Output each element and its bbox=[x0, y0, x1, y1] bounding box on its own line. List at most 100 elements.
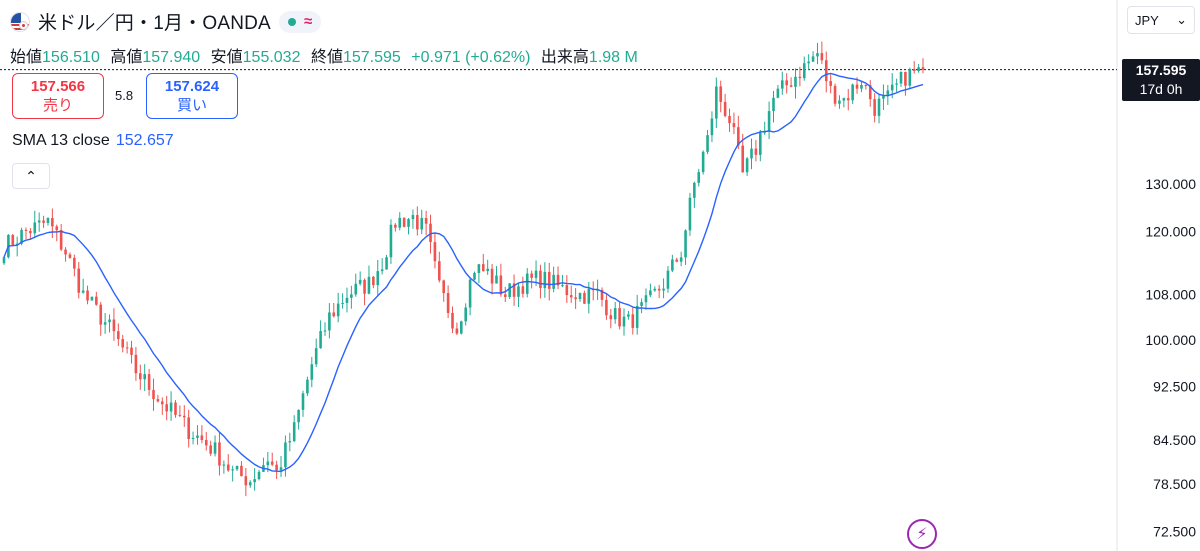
candle-body bbox=[596, 289, 599, 291]
candle-body bbox=[917, 67, 920, 72]
candle-body bbox=[552, 274, 555, 289]
candle-body bbox=[468, 279, 472, 308]
sma-line bbox=[3, 72, 924, 473]
candle-body bbox=[864, 85, 868, 87]
candle-body bbox=[600, 289, 604, 300]
currency-selector[interactable]: JPY ⌄ bbox=[1127, 6, 1195, 34]
candle-body bbox=[284, 442, 287, 468]
candle-body bbox=[473, 273, 476, 280]
candle-body bbox=[508, 283, 511, 297]
candle-body bbox=[543, 271, 547, 289]
ohlc-legend: 始値156.510 高値157.940 安値155.032 終値157.595 … bbox=[10, 43, 644, 67]
candle-body bbox=[464, 307, 467, 322]
candle-body bbox=[693, 182, 696, 198]
candle-body bbox=[741, 145, 745, 173]
close-value: 157.595 bbox=[342, 49, 401, 66]
symbol-header: 米ドル／円・1月・OANDA ≈ bbox=[10, 8, 322, 35]
candle-body bbox=[358, 279, 362, 284]
candle-body bbox=[868, 85, 872, 100]
candle-body bbox=[772, 97, 775, 112]
candle-body bbox=[270, 461, 274, 465]
candle-body bbox=[108, 319, 111, 323]
candle-body bbox=[130, 347, 133, 355]
candle-body bbox=[561, 285, 564, 287]
candle-body bbox=[90, 296, 94, 301]
candle-body bbox=[719, 86, 723, 102]
green-dot-icon bbox=[287, 17, 296, 26]
candle-body bbox=[350, 294, 353, 298]
close-label: 終値 bbox=[310, 49, 343, 66]
candle-body bbox=[117, 331, 120, 340]
collapse-legend-button[interactable]: ⌃ bbox=[12, 163, 50, 189]
candle-body bbox=[503, 294, 507, 297]
lightning-icon[interactable]: ⚡ bbox=[907, 519, 937, 549]
candle-body bbox=[416, 215, 419, 230]
candle-body bbox=[605, 299, 608, 316]
currency-value: JPY bbox=[1135, 12, 1159, 28]
candle-body bbox=[429, 223, 432, 243]
candle-body bbox=[257, 471, 261, 480]
candle-body bbox=[754, 148, 758, 155]
candle-body bbox=[323, 330, 327, 332]
candle-body bbox=[24, 229, 28, 231]
candle-body bbox=[204, 440, 208, 446]
candle-body bbox=[899, 71, 903, 84]
price-tick-5: 84.500 bbox=[1153, 432, 1196, 448]
candle-body bbox=[671, 259, 674, 271]
candle-body bbox=[319, 330, 322, 349]
candle-body bbox=[780, 80, 784, 89]
candle-body bbox=[389, 224, 393, 258]
chevron-up-icon: ⌃ bbox=[25, 167, 37, 184]
buy-button[interactable]: 157.624 買い bbox=[146, 73, 238, 119]
candle-body bbox=[433, 242, 437, 262]
symbol-title[interactable]: 米ドル／円・1月・OANDA bbox=[38, 13, 271, 34]
price-tick-4: 92.500 bbox=[1153, 378, 1196, 394]
candle-body bbox=[662, 288, 665, 291]
candle-body bbox=[77, 268, 81, 293]
candle-body bbox=[631, 314, 635, 328]
candle-body bbox=[51, 218, 54, 227]
candle-body bbox=[178, 414, 182, 416]
high-value: 157.940 bbox=[142, 49, 201, 66]
candle-body bbox=[477, 264, 481, 274]
candle-body bbox=[666, 270, 670, 289]
candle-body bbox=[231, 469, 234, 471]
candle-body bbox=[653, 288, 657, 291]
candle-body bbox=[367, 276, 371, 294]
candle-body bbox=[187, 417, 190, 440]
change-value: +0.971 (+0.62%) bbox=[411, 49, 531, 66]
candle-body bbox=[112, 319, 116, 332]
candle-body bbox=[820, 53, 824, 61]
candle-body bbox=[569, 295, 573, 298]
candle-body bbox=[732, 123, 736, 128]
low-value: 155.032 bbox=[242, 49, 301, 66]
candle-body bbox=[222, 464, 226, 466]
candle-body bbox=[411, 215, 415, 220]
candle-body bbox=[402, 217, 406, 227]
low-label: 安値 bbox=[210, 49, 243, 66]
sell-button[interactable]: 157.566 売り bbox=[12, 73, 104, 119]
candle-body bbox=[816, 53, 819, 57]
candle-body bbox=[37, 220, 41, 223]
candle-body bbox=[446, 293, 450, 313]
candle-body bbox=[191, 437, 195, 440]
candle-body bbox=[613, 308, 617, 320]
candle-body bbox=[481, 264, 485, 272]
current-price-label: 157.595 bbox=[1135, 62, 1187, 78]
candle-body bbox=[64, 249, 67, 255]
candle-body bbox=[200, 435, 204, 441]
buy-label: 買い bbox=[176, 97, 207, 114]
candle-body bbox=[209, 445, 212, 454]
candle-body bbox=[829, 81, 832, 86]
candle-body bbox=[345, 297, 349, 303]
sma-legend[interactable]: SMA 13 close 152.657 bbox=[12, 132, 174, 150]
candle-body bbox=[675, 259, 679, 262]
chevron-down-icon: ⌄ bbox=[1176, 12, 1187, 27]
market-status[interactable]: ≈ bbox=[278, 10, 322, 33]
candle-body bbox=[248, 482, 252, 486]
candle-body bbox=[253, 479, 256, 483]
candle-body bbox=[218, 442, 221, 466]
candle-body bbox=[495, 275, 498, 284]
high-label: 高値 bbox=[110, 49, 143, 66]
